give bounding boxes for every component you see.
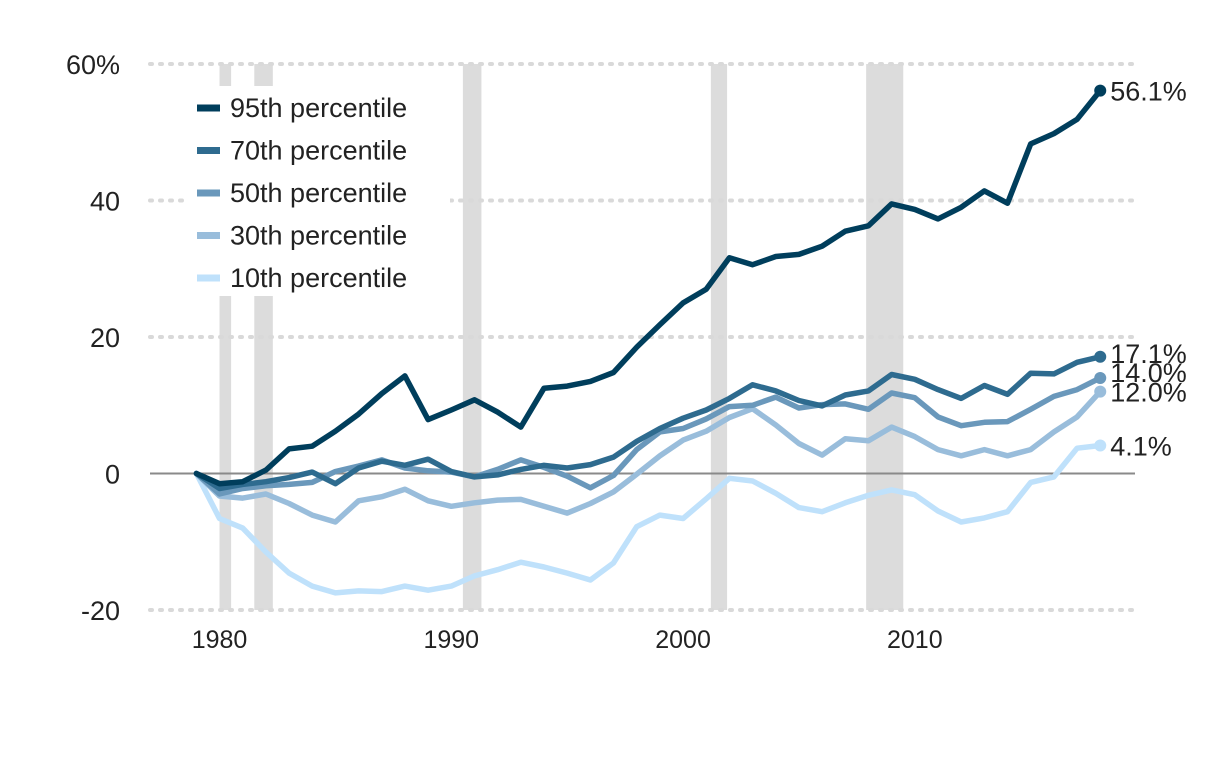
- x-tick-label: 2000: [655, 626, 711, 654]
- end-value-label: 56.1%: [1110, 77, 1187, 107]
- legend-label: 70th percentile: [230, 136, 407, 166]
- legend-background: [188, 86, 450, 296]
- x-tick-label: 2010: [887, 626, 943, 654]
- series-end-point: [1094, 350, 1107, 363]
- y-tick-label: 20: [90, 323, 120, 353]
- legend: 95th percentile 70th percentile 50th perce…: [188, 86, 450, 296]
- x-tick-label: 1990: [423, 626, 479, 654]
- series-line: [193, 442, 1103, 596]
- y-tick-label: -20: [81, 596, 120, 626]
- x-tick-label: 1980: [192, 626, 248, 654]
- series-end-point: [1094, 371, 1107, 384]
- x-axis-tick-labels: 1980 1990 2000 2010: [192, 626, 943, 654]
- series-line: [193, 388, 1103, 525]
- series-line: [193, 375, 1103, 497]
- end-value-labels: 56.1% 17.1%14.0%12.0% 4.1%: [1110, 77, 1187, 462]
- y-axis-tick-labels: 60% 40 20 0 -20: [66, 50, 120, 626]
- recession-band: [219, 64, 232, 610]
- legend-label: 10th percentile: [230, 263, 407, 293]
- end-value-label: 14.0%: [1110, 358, 1187, 388]
- y-tick-label: 0: [105, 460, 120, 490]
- series-line: [193, 87, 1103, 487]
- end-value-label: 12.0%: [1110, 378, 1187, 408]
- series-end-point: [1094, 385, 1107, 398]
- end-value-label: 17.1%: [1110, 339, 1187, 369]
- legend-label: 95th percentile: [230, 93, 407, 123]
- legend-label: 50th percentile: [230, 178, 407, 208]
- series-lines: [193, 84, 1107, 596]
- series-line: [193, 354, 1103, 492]
- y-tick-label: 40: [90, 187, 120, 217]
- y-tick-label: 60%: [66, 50, 120, 80]
- legend-label: 30th percentile: [230, 221, 407, 251]
- end-value-label: 4.1%: [1110, 432, 1172, 462]
- series-end-point: [1094, 84, 1107, 97]
- series-end-point: [1094, 439, 1107, 452]
